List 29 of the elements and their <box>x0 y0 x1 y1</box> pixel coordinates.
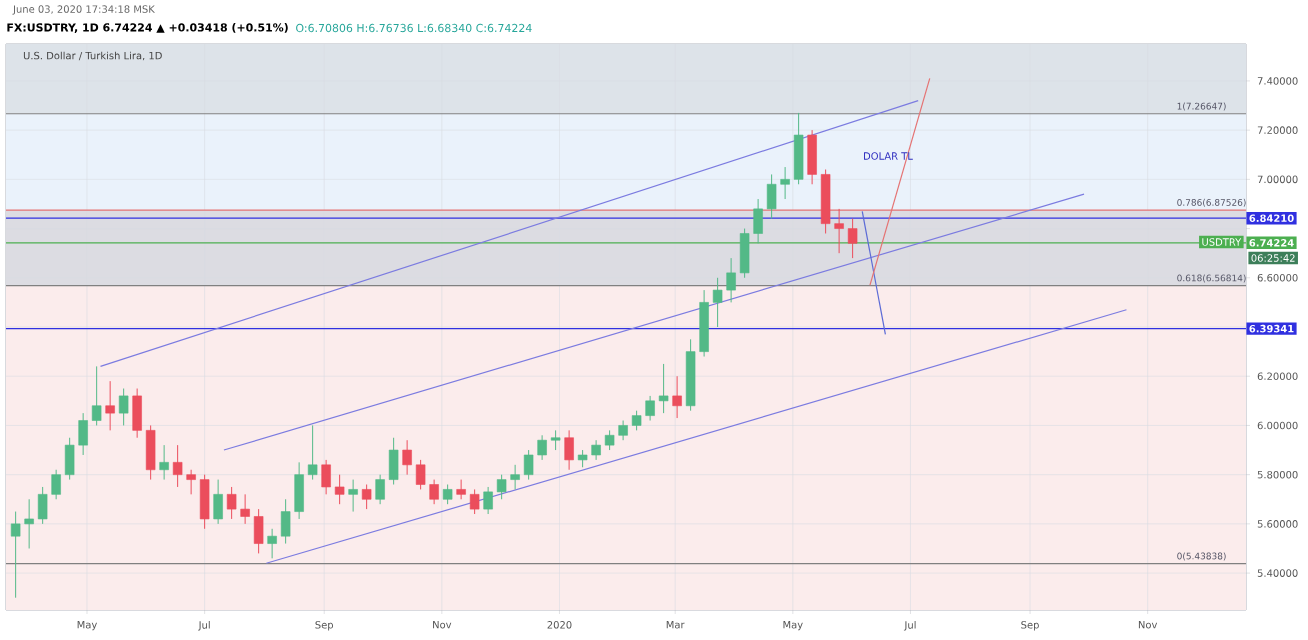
candlestick <box>456 479 466 500</box>
candlestick <box>267 528 277 559</box>
candlestick <box>159 444 169 481</box>
candlestick <box>807 129 817 185</box>
candlestick <box>91 365 102 426</box>
candlestick <box>105 380 115 431</box>
candlestick <box>145 424 156 481</box>
candlestick <box>321 459 331 495</box>
candlestick <box>402 439 412 476</box>
candlestick <box>348 479 358 513</box>
candlestick <box>658 363 669 414</box>
candlestick <box>388 437 399 485</box>
candlestick <box>118 388 129 426</box>
candlestick <box>564 429 574 471</box>
candlestick <box>253 508 264 554</box>
candlestick <box>375 474 385 505</box>
candlestick <box>361 484 372 510</box>
candlestick <box>334 474 345 505</box>
candlestick <box>199 474 210 530</box>
candlestick <box>793 112 804 185</box>
candlestick <box>483 486 493 515</box>
candlestick <box>132 388 142 439</box>
candlestick <box>213 479 223 525</box>
candlestick <box>442 484 453 505</box>
candlestick <box>847 218 858 259</box>
candlestick <box>469 488 480 515</box>
candlestick <box>307 424 318 481</box>
candlestick <box>672 375 682 419</box>
candlestick <box>550 429 561 451</box>
